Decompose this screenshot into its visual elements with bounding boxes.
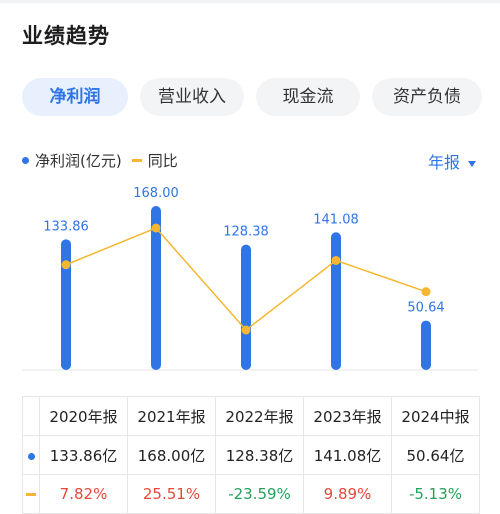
table-cell: 141.08亿 — [303, 435, 392, 475]
legend-yoy-label: 同比 — [147, 152, 178, 170]
dash-icon — [26, 493, 36, 496]
table-cell: -5.13% — [391, 474, 480, 514]
bar-value-label: 141.08 — [313, 212, 359, 227]
table-row-yoy: 7.82% 25.51% -23.59% 9.89% -5.13% — [22, 474, 480, 514]
table-cell: 50.64亿 — [391, 435, 480, 475]
table-header: 2024中报 — [391, 396, 480, 436]
bar-value-label: 128.38 — [223, 225, 269, 240]
legend-line-marker — [131, 159, 142, 162]
table-header-row: 2020年报 2021年报 2022年报 2023年报 2024中报 — [22, 396, 480, 436]
table-cell: 133.86亿 — [39, 435, 128, 475]
table-header: 2020年报 — [39, 396, 128, 436]
table-cell: 168.00亿 — [127, 435, 216, 475]
caret-down-icon — [468, 160, 476, 167]
table-cell: 7.82% — [39, 474, 128, 514]
chart-legend: 净利润(亿元) 同比 — [22, 150, 178, 170]
tab-revenue[interactable]: 营业收入 — [140, 78, 244, 116]
period-selector-label: 年报 — [427, 153, 460, 172]
tab-bar: 净利润 营业收入 现金流 资产负债 — [22, 78, 500, 118]
table-cell: 25.51% — [127, 474, 216, 514]
top-divider — [0, 0, 500, 3]
bar — [61, 239, 71, 370]
yoy-point — [151, 223, 161, 233]
table-row-profit: 133.86亿 168.00亿 128.38亿 141.08亿 50.64亿 — [22, 435, 480, 475]
legend-bar-marker — [22, 157, 29, 164]
section-title: 业绩趋势 — [22, 24, 110, 48]
yoy-point — [331, 255, 341, 265]
bar — [331, 232, 341, 370]
tab-cash-flow[interactable]: 现金流 — [256, 78, 360, 116]
table-header: 2021年报 — [127, 396, 216, 436]
tab-net-profit[interactable]: 净利润 — [22, 78, 128, 116]
bar — [421, 320, 431, 370]
table-header: 2023年报 — [303, 396, 392, 436]
table-header: 2022年报 — [215, 396, 304, 436]
yoy-row-marker — [22, 474, 40, 514]
yoy-point — [61, 260, 71, 270]
header-corner-cell — [22, 396, 40, 436]
legend-profit-label: 净利润(亿元) — [35, 152, 122, 170]
period-selector[interactable]: 年报 — [428, 149, 476, 173]
profit-row-marker — [22, 435, 40, 475]
tab-balance-sheet[interactable]: 资产负债 — [372, 78, 482, 116]
data-table: 2020年报 2021年报 2022年报 2023年报 2024中报 133.8… — [22, 396, 480, 514]
table-cell: 9.89% — [303, 474, 392, 514]
table-cell: 128.38亿 — [215, 435, 304, 475]
bar-value-label: 50.64 — [407, 301, 444, 316]
yoy-point — [241, 325, 251, 335]
bar — [241, 244, 251, 370]
bar-value-label: 133.86 — [43, 219, 89, 234]
yoy-point — [421, 287, 431, 297]
bar — [151, 206, 161, 370]
bar-value-label: 168.00 — [133, 186, 179, 201]
profit-chart: 133.86 168.00 128.38 141.08 50.64 — [22, 186, 478, 371]
table-cell: -23.59% — [215, 474, 304, 514]
dot-icon — [27, 453, 35, 460]
